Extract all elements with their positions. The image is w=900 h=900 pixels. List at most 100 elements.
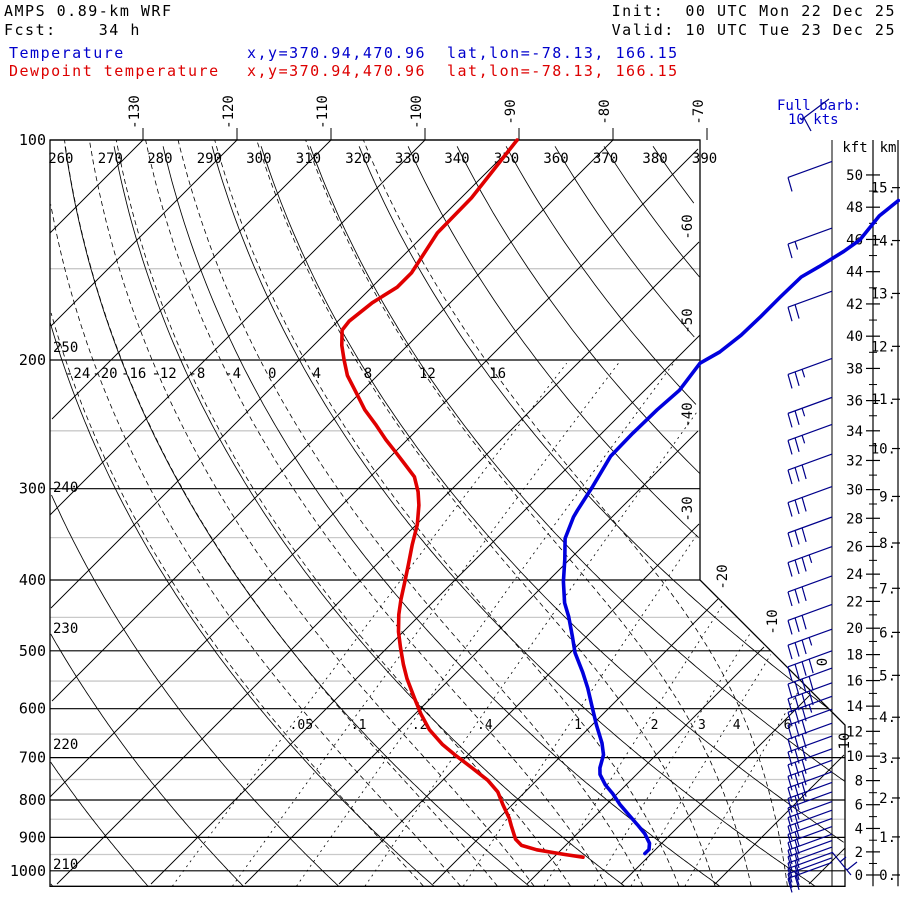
dewpoint-trace — [340, 138, 585, 859]
moist-adiabat-label: 12 — [419, 366, 436, 382]
pressure-tick-label: 600 — [19, 700, 46, 718]
theta-label: 210 — [53, 857, 78, 873]
mixing-ratio-label: 2 — [651, 718, 659, 733]
legend-dewpoint-latlon: lat,lon=-78.13, 166.15 — [447, 62, 679, 80]
kft-tick-label: 22 — [846, 594, 863, 610]
kft-tick-label: 36 — [846, 394, 863, 410]
theta-label: 250 — [53, 340, 78, 356]
kft-tick-label: 10 — [846, 749, 863, 765]
km-tick-label: 12. — [871, 339, 896, 355]
mixing-ratio-label: 4 — [733, 718, 741, 733]
km-tick-label: 15. — [871, 181, 896, 197]
moist-adiabat-label: -20 — [92, 366, 117, 382]
isotherm-label: -20 — [715, 564, 731, 589]
valid-time: Valid: 10 UTC Tue 23 Dec 25 — [611, 21, 896, 39]
km-axis-title: km — [880, 140, 897, 156]
mixing-ratio-label: 1 — [574, 718, 582, 733]
pressure-tick-label: 100 — [19, 131, 46, 149]
kft-axis-title: kft — [842, 140, 867, 156]
dewpoint-curve — [340, 138, 585, 859]
isobars-major — [50, 139, 845, 872]
theta-label: 240 — [53, 480, 78, 496]
km-tick-label: 7. — [879, 581, 896, 597]
kft-tick-label: 20 — [846, 621, 863, 637]
pressure-tick-label: 700 — [19, 749, 46, 767]
kft-tick-label: 6 — [855, 798, 863, 814]
legend-dewpoint-xy: x,y=370.94,470.96 — [247, 62, 427, 80]
moist-adiabat-label: -16 — [121, 366, 146, 382]
legend-temperature-latlon: lat,lon=-78.13, 166.15 — [447, 44, 679, 62]
kft-tick-label: 26 — [846, 539, 863, 555]
pressure-tick-label: 500 — [19, 642, 46, 660]
moist-adiabat-label: 8 — [364, 366, 372, 382]
kft-tick-label: 12 — [846, 724, 863, 740]
legend-dewpoint-label: Dewpoint temperature — [9, 62, 220, 80]
isotherm-label: -80 — [597, 99, 613, 124]
km-tick-label: 1. — [879, 830, 896, 846]
mixing-ratio-label: .4 — [477, 718, 493, 733]
pressure-tick-label: 400 — [19, 571, 46, 589]
init-time: Init: 00 UTC Mon 22 Dec 25 — [611, 2, 896, 20]
forecast-hour: Fcst: 34 h — [4, 21, 141, 39]
isotherm-label: 0 — [815, 658, 831, 666]
pressure-tick-label: 1000 — [10, 862, 46, 880]
isotherm-labels-right: -60 -50 -40 -30 -20 -10 0 10 — [680, 214, 853, 749]
legend-temperature-label: Temperature — [9, 44, 125, 62]
theta-label: 310 — [296, 151, 321, 167]
mixing-ratio-label: .05 — [290, 718, 313, 733]
theta-label: 230 — [53, 621, 78, 637]
km-tick-label: 13. — [871, 286, 896, 302]
moist-adiabat-label: -8 — [188, 366, 205, 382]
isotherm-label: -130 — [127, 95, 143, 129]
theta-label: 260 — [48, 151, 73, 167]
km-tick-label: 8. — [879, 536, 896, 552]
km-tick-label: 3. — [879, 751, 896, 767]
pressure-tick-labels: 100 200 300 400 500 600 700 800 900 1000 — [10, 131, 46, 880]
theta-label: 270 — [98, 151, 123, 167]
isotherm-label: -110 — [315, 95, 331, 129]
theta-label: 280 — [147, 151, 172, 167]
barb-legend-sample — [800, 98, 830, 132]
temperature-trace — [561, 198, 900, 856]
theta-label: 290 — [197, 151, 222, 167]
kft-tick-label: 40 — [846, 329, 863, 345]
km-axis: km 0. 1. 2. 3. 4. 5. 6. 7. 8. 9. 10. 11. 12. 13. 14. 15. — [871, 140, 900, 887]
theta-label: 330 — [395, 151, 420, 167]
plot-boundary — [49, 139, 846, 887]
moist-adiabat-label: 16 — [489, 366, 506, 382]
kft-tick-label: 0 — [855, 868, 863, 884]
moist-adiabat-label: 0 — [268, 366, 276, 382]
theta-label: 340 — [444, 151, 469, 167]
isotherm-label: 10 — [837, 733, 853, 750]
isotherm-label: -100 — [409, 95, 425, 129]
kft-tick-label: 2 — [855, 845, 863, 861]
kft-tick-label: 16 — [846, 674, 863, 690]
km-tick-label: 4. — [879, 710, 896, 726]
isotherm-label: -40 — [680, 402, 696, 427]
moist-adiabat-label: -12 — [151, 366, 176, 382]
pressure-tick-label: 900 — [19, 828, 46, 846]
isotherm-label: -70 — [691, 99, 707, 124]
kft-tick-label: 42 — [846, 297, 863, 313]
kft-tick-label: 4 — [855, 821, 863, 837]
wind-barbs — [787, 140, 858, 893]
kft-tick-label: 8 — [855, 774, 863, 790]
pressure-tick-label: 800 — [19, 791, 46, 809]
barb-legend-line1: Full barb: — [777, 98, 862, 114]
isotherm-labels-top: -130 -120 -110 -100 -90 -80 -70 — [127, 95, 708, 140]
theta-label: 220 — [53, 737, 78, 753]
kft-axis: kft0246810121416182022242628303234363840… — [842, 140, 880, 887]
theta-label: 370 — [593, 151, 618, 167]
kft-tick-label: 34 — [846, 424, 863, 440]
barb-legend-line2: 10 kts — [788, 112, 839, 128]
km-tick-label: 5. — [879, 668, 896, 684]
mixing-ratio-label: .1 — [351, 718, 367, 733]
km-tick-label: 14. — [871, 234, 896, 250]
kft-tick-label: 48 — [846, 200, 863, 216]
kft-tick-label: 46 — [846, 232, 863, 248]
isotherms — [49, 139, 846, 885]
kft-tick-label: 28 — [846, 511, 863, 527]
kft-tick-label: 18 — [846, 648, 863, 664]
isotherm-label: -50 — [680, 308, 696, 333]
